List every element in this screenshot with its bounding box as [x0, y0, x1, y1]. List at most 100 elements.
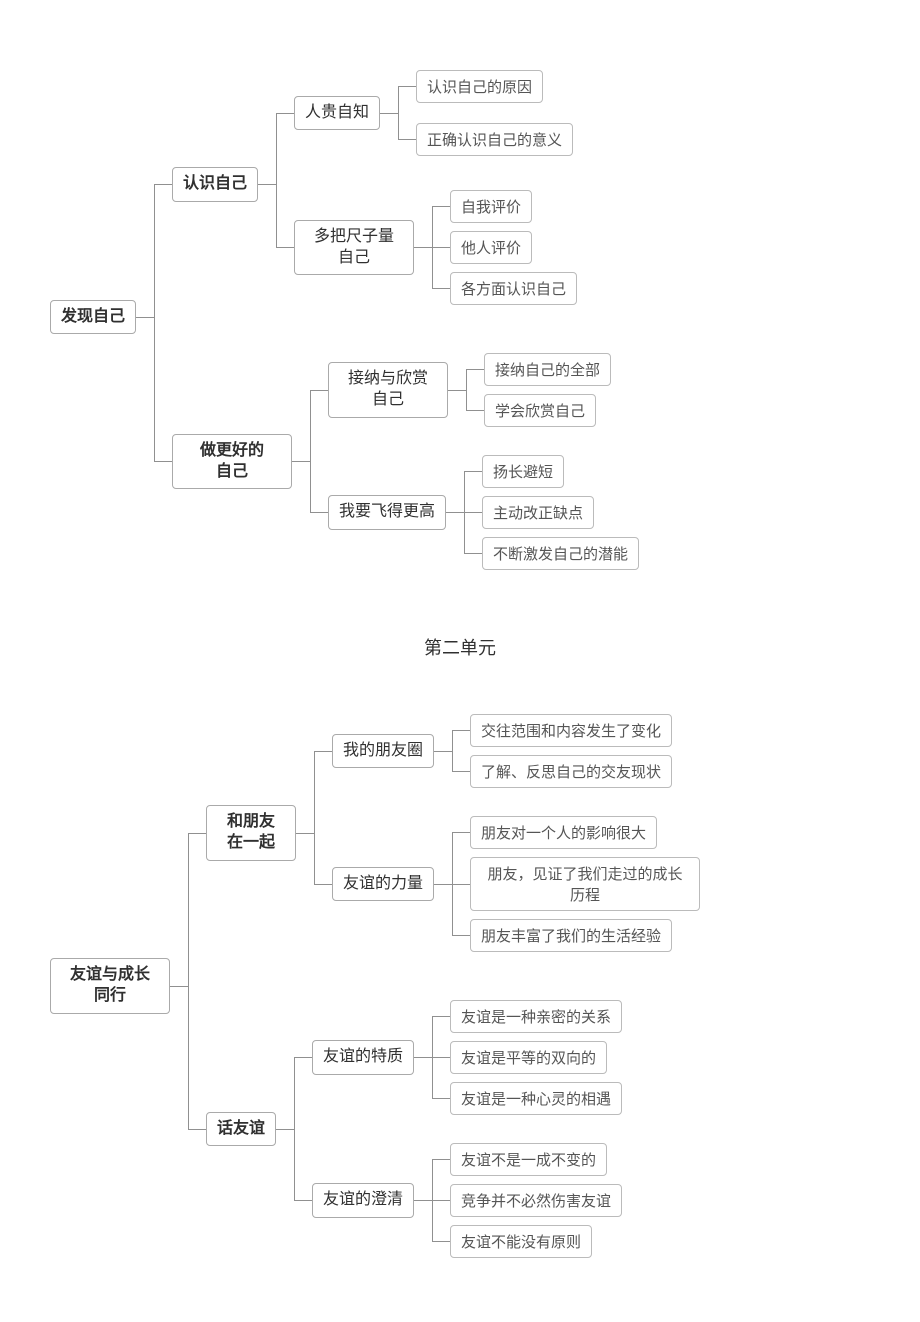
subbranch: 友谊的特质 友谊是一种亲密的关系 友谊是平等的双向的 友谊是一种心灵的相遇 — [312, 996, 622, 1119]
leaf: 认识自己的原因 — [416, 70, 543, 103]
subbranch-label: 友谊的力量 — [332, 867, 434, 902]
connector — [136, 317, 154, 318]
connector — [432, 1200, 450, 1201]
level2-children: 接纳与欣赏 自己 接纳自己的全部 学会欣赏自己 — [310, 339, 639, 584]
leaf: 接纳自己的全部 — [484, 353, 611, 386]
connector — [466, 369, 484, 370]
connector — [464, 553, 482, 554]
leaf-row: 他人评价 — [432, 227, 577, 268]
line2: 自己 — [216, 463, 248, 480]
connector — [432, 1016, 450, 1017]
connector — [432, 1057, 450, 1058]
branch-talk-friendship: 话友谊 友谊的特质 友谊是一种亲密的关系 友谊是平等的双向的 — [206, 986, 622, 1272]
line1: 接纳与欣赏 — [348, 370, 428, 387]
connector — [188, 1129, 206, 1130]
leaf-row: 友谊是平等的双向的 — [432, 1037, 622, 1078]
leaf-group: 友谊是一种亲密的关系 友谊是平等的双向的 友谊是一种心灵的相遇 — [432, 996, 622, 1119]
subbranch-label: 友谊的特质 — [312, 1040, 414, 1075]
connector — [432, 247, 450, 248]
section-heading: 第二单元 — [30, 634, 890, 660]
connector — [314, 751, 332, 752]
leaf: 他人评价 — [450, 231, 532, 264]
leaf-row: 朋友，见证了我们走过的成长历程 — [452, 853, 700, 915]
mindmap-discover-self: 发现自己 认识自己 人贵自知 — [50, 40, 890, 594]
subbranch: 我要飞得更高 扬长避短 主动改正缺点 不断激发自己的潜能 — [328, 451, 639, 574]
leaf: 交往范围和内容发生了变化 — [470, 714, 672, 747]
connector — [414, 1057, 432, 1058]
connector — [452, 730, 470, 731]
connector — [414, 1200, 432, 1201]
line2: 自己 — [372, 391, 404, 408]
connector — [432, 1098, 450, 1099]
branch-label: 认识自己 — [172, 167, 258, 202]
leaf: 各方面认识自己 — [450, 272, 577, 305]
connector — [398, 86, 416, 87]
subbranch-row: 友谊的澄清 友谊不是一成不变的 竞争并不必然伤害友谊 友谊不能没有原则 — [294, 1129, 622, 1272]
leaf: 朋友对一个人的影响很大 — [470, 816, 657, 849]
connector — [452, 884, 470, 885]
level1-children: 和朋友 在一起 我的朋友圈 交往范围和内容发生了变化 — [188, 690, 700, 1282]
branch-label: 话友谊 — [206, 1112, 276, 1147]
subbranch: 友谊的力量 朋友对一个人的影响很大 朋友，见证了我们走过的成长历程 朋友丰富了我… — [332, 812, 700, 956]
connector — [294, 1200, 312, 1201]
subbranch-row: 我要飞得更高 扬长避短 主动改正缺点 不断激发自己的潜能 — [310, 441, 639, 584]
connector — [314, 884, 332, 885]
level2-children: 友谊的特质 友谊是一种亲密的关系 友谊是平等的双向的 友谊是一种心灵的相遇 — [294, 986, 622, 1272]
leaf-row: 交往范围和内容发生了变化 — [452, 710, 672, 751]
connector — [380, 113, 398, 114]
connector — [414, 247, 432, 248]
leaf-group: 友谊不是一成不变的 竞争并不必然伤害友谊 友谊不能没有原则 — [432, 1139, 622, 1262]
leaf-group: 自我评价 他人评价 各方面认识自己 — [432, 186, 577, 309]
root-label: 友谊与成长 同行 — [50, 958, 170, 1014]
leaf: 友谊不是一成不变的 — [450, 1143, 607, 1176]
leaf-row: 朋友丰富了我们的生活经验 — [452, 915, 700, 956]
leaf-row: 自我评价 — [432, 186, 577, 227]
leaf: 友谊是一种心灵的相遇 — [450, 1082, 622, 1115]
leaf-group: 扬长避短 主动改正缺点 不断激发自己的潜能 — [464, 451, 639, 574]
leaf-group: 认识自己的原因 正确认识自己的意义 — [398, 60, 573, 166]
branch-better-self: 做更好的 自己 接纳与欣赏 自己 — [172, 339, 639, 584]
line2: 在一起 — [227, 834, 275, 851]
leaf: 自我评价 — [450, 190, 532, 223]
connector — [434, 751, 452, 752]
leaf-row: 扬长避短 — [464, 451, 639, 492]
leaf-row: 友谊不能没有原则 — [432, 1221, 622, 1262]
subbranch-label: 人贵自知 — [294, 96, 380, 131]
leaf-row: 友谊是一种心灵的相遇 — [432, 1078, 622, 1119]
line1: 做更好的 — [200, 442, 264, 459]
connector — [452, 832, 470, 833]
subbranch-row: 我的朋友圈 交往范围和内容发生了变化 了解、反思自己的交友现状 — [314, 700, 700, 802]
subbranch-label: 接纳与欣赏 自己 — [328, 362, 448, 418]
connector — [188, 833, 206, 834]
branch-row: 和朋友 在一起 我的朋友圈 交往范围和内容发生了变化 — [188, 690, 700, 976]
subbranch-label: 友谊的澄清 — [312, 1183, 414, 1218]
connector — [446, 512, 464, 513]
level2-children: 人贵自知 认识自己的原因 正确认识自己的意义 — [276, 50, 577, 319]
leaf: 主动改正缺点 — [482, 496, 594, 529]
subbranch: 接纳与欣赏 自己 接纳自己的全部 学会欣赏自己 — [328, 349, 611, 431]
root-node: 友谊与成长 同行 和朋友 在一起 我 — [50, 690, 700, 1282]
leaf: 正确认识自己的意义 — [416, 123, 573, 156]
branch-label: 做更好的 自己 — [172, 434, 292, 490]
leaf: 了解、反思自己的交友现状 — [470, 755, 672, 788]
connector — [154, 184, 172, 185]
level2-children: 我的朋友圈 交往范围和内容发生了变化 了解、反思自己的交友现状 — [314, 700, 700, 966]
leaf-row: 了解、反思自己的交友现状 — [452, 751, 672, 792]
leaf-row: 认识自己的原因 — [398, 60, 573, 113]
leaf-row: 各方面认识自己 — [432, 268, 577, 309]
connector — [296, 833, 314, 834]
connector — [276, 113, 294, 114]
leaf-group: 朋友对一个人的影响很大 朋友，见证了我们走过的成长历程 朋友丰富了我们的生活经验 — [452, 812, 700, 956]
leaf: 友谊是一种亲密的关系 — [450, 1000, 622, 1033]
connector — [276, 1129, 294, 1130]
connector — [464, 512, 482, 513]
leaf: 扬长避短 — [482, 455, 564, 488]
leaf: 友谊是平等的双向的 — [450, 1041, 607, 1074]
line1: 多把尺子量 — [314, 228, 394, 245]
connector — [434, 884, 452, 885]
subbranch: 友谊的澄清 友谊不是一成不变的 竞争并不必然伤害友谊 友谊不能没有原则 — [312, 1139, 622, 1262]
subbranch-row: 多把尺子量 自己 自我评价 他人评价 各方面认识自己 — [276, 176, 577, 319]
leaf: 学会欣赏自己 — [484, 394, 596, 427]
subbranch: 我的朋友圈 交往范围和内容发生了变化 了解、反思自己的交友现状 — [332, 710, 672, 792]
connector — [310, 390, 328, 391]
